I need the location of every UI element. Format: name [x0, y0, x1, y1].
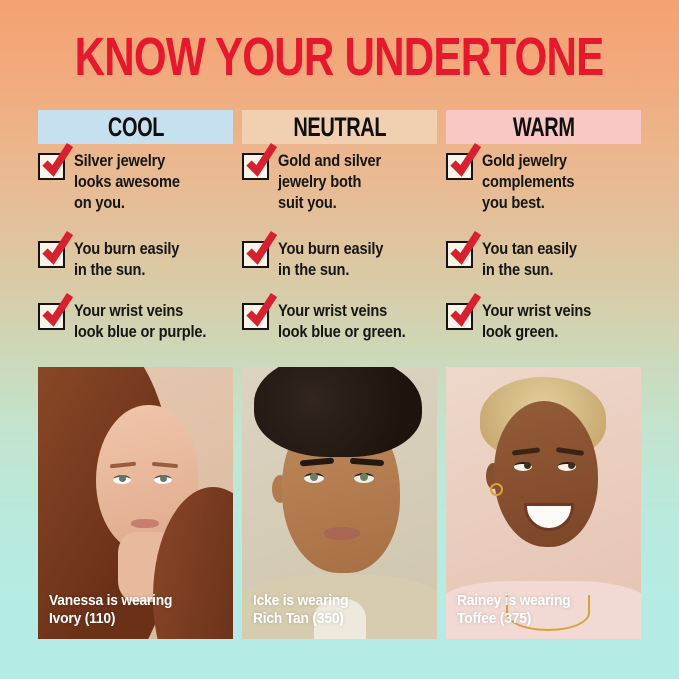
checklist-item: Your wrist veins look blue or green.	[242, 292, 450, 342]
checkmark-icon	[450, 230, 482, 265]
checkmark-icon	[42, 230, 74, 265]
column-neutral: NEUTRAL Gold and silver jewelry both sui…	[242, 110, 437, 367]
checked-checkbox-icon	[446, 292, 482, 330]
checklist-item-text: You tan easily in the sun.	[482, 239, 577, 280]
photo-caption: Vanessa is wearing Ivory (110)	[49, 591, 173, 628]
column-header-label: NEUTRAL	[293, 111, 386, 142]
checked-checkbox-icon	[242, 292, 278, 330]
portrait-lips	[131, 519, 159, 528]
portrait-iris	[310, 473, 318, 481]
checklist-item: Silver jewelry looks awesome on you.	[38, 142, 246, 213]
checklist-item: You burn easily in the sun.	[242, 230, 450, 280]
checklist-item-text: Your wrist veins look green.	[482, 301, 592, 342]
checklist-item-text: Your wrist veins look blue or green.	[278, 301, 406, 342]
checklist-item-text: You burn easily in the sun.	[278, 239, 384, 280]
checklist-item: Your wrist veins look blue or purple.	[38, 292, 246, 342]
checklist-item: Gold and silver jewelry both suit you.	[242, 142, 450, 213]
portrait-iris	[524, 462, 531, 469]
checkmark-icon	[450, 292, 482, 327]
portrait-shirt	[314, 599, 366, 639]
checked-checkbox-icon	[38, 230, 74, 268]
checkmark-icon	[246, 230, 278, 265]
column-header-label: COOL	[107, 111, 164, 142]
portrait-iris	[360, 473, 368, 481]
column-header-warm: WARM	[446, 110, 641, 144]
model-photo-warm: Rainey is wearing Toffee (375)	[446, 367, 641, 639]
checklist-item-text: You burn easily in the sun.	[74, 239, 180, 280]
photo-caption: Icke is wearing Rich Tan (350)	[253, 591, 349, 628]
portrait-iris	[568, 462, 575, 469]
column-header-label: WARM	[512, 111, 575, 142]
checkmark-icon	[246, 292, 278, 327]
portrait-iris	[160, 475, 167, 482]
column-cool: COOL Silver jewelry looks awesome on you…	[38, 110, 233, 367]
portrait-iris	[119, 475, 126, 482]
checklist-item-text: Gold jewelry complements you best.	[482, 151, 575, 213]
model-photo-neutral: Icke is wearing Rich Tan (350)	[242, 367, 437, 639]
checkmark-icon	[246, 142, 278, 177]
checked-checkbox-icon	[242, 142, 278, 180]
checklist-item-text: Your wrist veins look blue or purple.	[74, 301, 207, 342]
checked-checkbox-icon	[446, 230, 482, 268]
photo-caption: Rainey is wearing Toffee (375)	[457, 591, 571, 628]
portrait-eye	[514, 462, 532, 471]
column-header-cool: COOL	[38, 110, 233, 144]
checked-checkbox-icon	[242, 230, 278, 268]
checklist-item-text: Silver jewelry looks awesome on you.	[74, 151, 180, 213]
checklist-item: Gold jewelry complements you best.	[446, 142, 654, 213]
checked-checkbox-icon	[38, 292, 74, 330]
checkmark-icon	[42, 142, 74, 177]
checklist-item-text: Gold and silver jewelry both suit you.	[278, 151, 382, 213]
checked-checkbox-icon	[38, 142, 74, 180]
checklist-item: Your wrist veins look green.	[446, 292, 654, 342]
checkmark-icon	[450, 142, 482, 177]
column-header-neutral: NEUTRAL	[242, 110, 437, 144]
column-warm: WARM Gold jewelry complements you best. …	[446, 110, 641, 367]
portrait-earring	[490, 483, 503, 496]
portrait-eye	[558, 462, 576, 471]
page-title: KNOW YOUR UNDERTONE	[75, 27, 605, 87]
portrait-hair	[254, 367, 422, 457]
checklist-item: You tan easily in the sun.	[446, 230, 654, 280]
checklist-item: You burn easily in the sun.	[38, 230, 246, 280]
checkmark-icon	[42, 292, 74, 327]
portrait-lips	[324, 527, 360, 540]
checked-checkbox-icon	[446, 142, 482, 180]
model-photo-cool: Vanessa is wearing Ivory (110)	[38, 367, 233, 639]
portrait-necklace	[506, 595, 590, 631]
